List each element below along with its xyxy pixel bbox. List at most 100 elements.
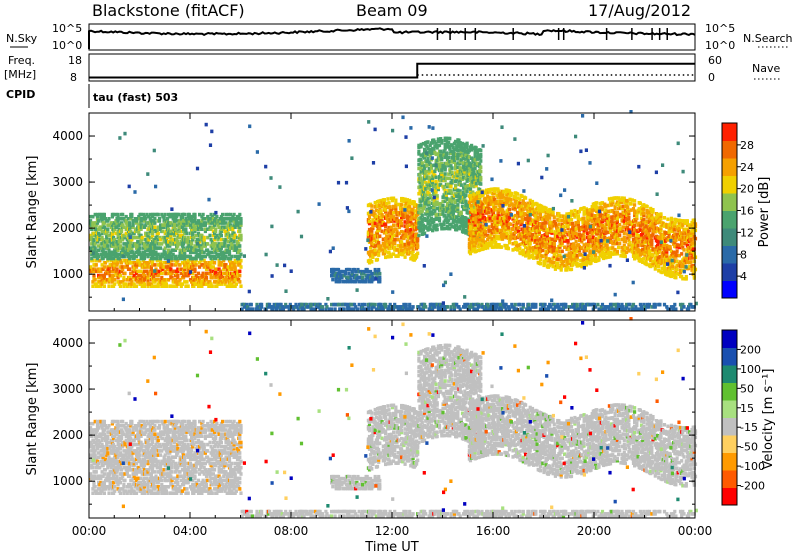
echo-cell (167, 212, 171, 217)
echo-cell (448, 226, 452, 231)
echo-cell (113, 223, 117, 227)
echo-cell (146, 284, 150, 288)
echo-cell (108, 233, 112, 238)
echo-cell (497, 208, 501, 212)
echo-cell (479, 152, 483, 157)
echo-cell (191, 231, 195, 236)
echo-cell (196, 227, 201, 231)
echo-cell (186, 235, 190, 240)
echo-cell (124, 252, 128, 257)
echo-cell (151, 258, 155, 263)
echo-cell (103, 252, 108, 257)
echo-cell (214, 219, 218, 223)
echo-cell (202, 250, 206, 255)
echo-cell (110, 231, 114, 236)
echo-cell (374, 269, 378, 274)
echo-cell (385, 216, 389, 220)
echo-cell (175, 237, 179, 242)
echo-cell (344, 275, 349, 280)
echo-cell (168, 252, 172, 257)
echo-cell (334, 275, 338, 280)
echo-cell (476, 178, 481, 183)
echo-cell (448, 176, 452, 181)
echo-cell (388, 242, 392, 246)
echo-cell (420, 213, 424, 218)
echo-cell (208, 250, 212, 255)
echo-cell (191, 267, 195, 271)
freq-unit: [MHz] (4, 68, 36, 81)
echo-cell (561, 233, 566, 237)
echo-cell (364, 277, 368, 282)
date-title: 17/Aug/2012 (588, 1, 691, 20)
echo-cell (95, 258, 100, 263)
echo-cell (183, 212, 187, 217)
echo-cell (173, 258, 178, 263)
echo-cell (472, 170, 476, 174)
echo-cell (163, 246, 167, 250)
echo-cell (142, 219, 147, 223)
echo-cell (357, 279, 361, 284)
echo-cell (495, 226, 499, 231)
echo-cell (168, 214, 172, 219)
echo-cell (522, 234, 526, 239)
echo-cell (462, 156, 466, 161)
echo-cell (405, 227, 409, 231)
echo-cell (559, 243, 563, 247)
echo-cell (124, 214, 128, 219)
echo-cell (573, 208, 577, 213)
echo-cell (475, 191, 479, 195)
echo-cell (209, 237, 213, 242)
echo-cell (467, 163, 471, 168)
echo-cell (559, 268, 563, 272)
echo-cell (122, 246, 126, 250)
echo-cell (108, 269, 112, 274)
echo-cell (151, 229, 155, 234)
echo-cell (396, 211, 400, 215)
echo-cell (506, 226, 510, 230)
echo-cell (474, 146, 478, 150)
echo-cell (107, 271, 111, 276)
echo-cell (160, 271, 164, 276)
echo-cell (433, 203, 437, 207)
echo-cell (191, 256, 195, 261)
echo-cell (617, 245, 621, 250)
echo-cell (560, 241, 564, 245)
echo-cell (186, 261, 190, 265)
echo-cell (527, 237, 531, 241)
echo-cell (162, 214, 166, 219)
echo-cell (184, 227, 188, 231)
echo-cell (112, 212, 116, 217)
echo-cell (200, 248, 204, 252)
echo-cell (427, 200, 431, 205)
echo-cell (173, 223, 178, 227)
echo-cell (95, 214, 100, 219)
echo-cell (440, 155, 444, 160)
echo-cell (429, 206, 434, 210)
echo-cell (394, 204, 398, 209)
echo-cell (142, 273, 147, 278)
echo-cell (367, 279, 372, 284)
echo-cell (442, 220, 446, 224)
echo-cell (513, 205, 517, 210)
echo-cell (409, 228, 413, 232)
echo-cell (572, 254, 576, 259)
echo-cell (223, 229, 227, 234)
echo-cell (94, 284, 98, 288)
echo-cell (171, 269, 175, 274)
echo-cell (183, 250, 187, 255)
echo-cell (361, 269, 365, 274)
echo-cell (134, 250, 139, 255)
echo-cell (185, 263, 189, 267)
echo-cell (230, 265, 234, 269)
echo-cell (164, 261, 168, 265)
echo-cell (117, 237, 121, 242)
echo-cell (499, 218, 504, 223)
echo-cell (183, 280, 187, 284)
echo-cell (495, 199, 499, 204)
echo-cell (365, 275, 369, 280)
echo-cell (107, 250, 111, 255)
echo-cell (442, 153, 446, 157)
echo-cell (442, 186, 446, 191)
echo-cell (140, 223, 144, 227)
echo-cell (566, 245, 570, 249)
